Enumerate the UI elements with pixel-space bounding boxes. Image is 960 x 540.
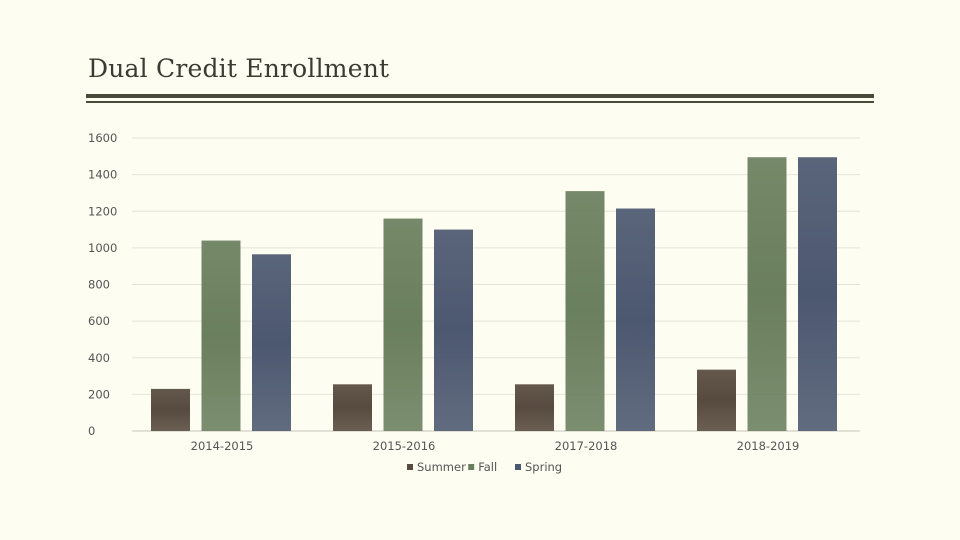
bar-fall-2015-2016	[383, 218, 423, 431]
y-tick-label: 1200	[88, 204, 117, 218]
bar-summer-2018-2019	[697, 369, 736, 431]
bar-summer-2014-2015	[151, 388, 190, 431]
bar-fall-2014-2015	[201, 240, 241, 431]
x-category-label: 2014-2015	[191, 439, 254, 453]
x-category-label: 2017-2018	[555, 439, 618, 453]
legend-label-summer: Summer	[417, 460, 466, 474]
y-tick-label: 1400	[88, 168, 117, 182]
y-tick-label: 0	[88, 424, 95, 438]
y-tick-label: 800	[88, 278, 110, 292]
y-axis: 0 200 400 600 800 1000 1200 1400 1600	[88, 131, 117, 438]
y-tick-label: 400	[88, 351, 110, 365]
y-tick-label: 1600	[88, 131, 117, 145]
bar-spring-2015-2016	[434, 229, 473, 431]
bar-fall-2018-2019	[747, 157, 787, 431]
bar-fall-2017-2018	[565, 191, 605, 431]
bar-spring-2014-2015	[252, 254, 291, 431]
x-category-label: 2018-2019	[737, 439, 800, 453]
bar-summer-2015-2016	[333, 384, 372, 431]
x-axis: 2014-2015 2015-2016 2017-2018 2018-2019	[191, 439, 800, 453]
y-tick-label: 1000	[88, 241, 117, 255]
y-tick-label: 200	[88, 387, 110, 401]
bar-spring-2017-2018	[616, 208, 655, 431]
bar-spring-2018-2019	[798, 157, 837, 431]
bars	[151, 157, 837, 431]
x-category-label: 2015-2016	[373, 439, 436, 453]
page-title: Dual Credit Enrollment	[88, 54, 390, 83]
title-rule-thin	[86, 101, 874, 103]
title-rule-thick	[86, 94, 874, 98]
legend-label-spring: Spring	[525, 460, 562, 474]
y-tick-label: 600	[88, 314, 110, 328]
legend-swatch-spring	[515, 464, 521, 470]
legend: Summer Fall Spring	[407, 460, 562, 474]
legend-swatch-fall	[468, 464, 475, 470]
legend-label-fall: Fall	[478, 460, 497, 474]
bar-summer-2017-2018	[515, 384, 554, 431]
legend-swatch-summer	[407, 464, 413, 470]
gridlines	[132, 137, 860, 432]
